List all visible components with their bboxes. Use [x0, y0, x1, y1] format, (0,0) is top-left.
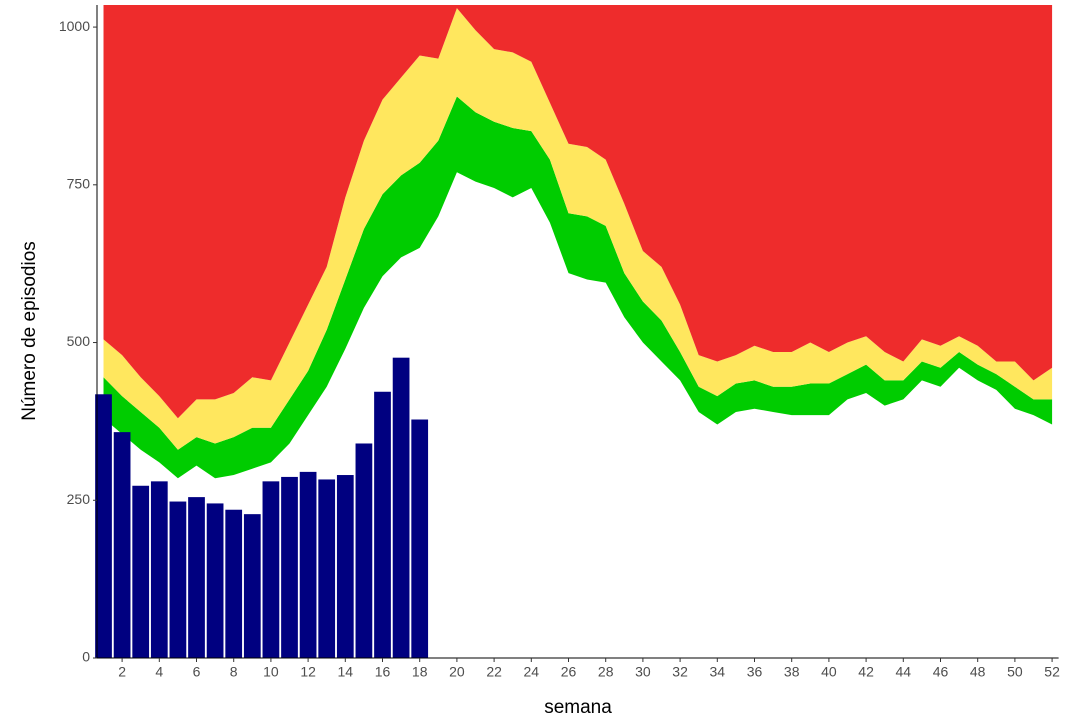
x-tick-label: 4 — [155, 664, 163, 680]
bar — [411, 419, 429, 658]
x-axis-title: semana — [544, 697, 612, 718]
x-tick-label: 12 — [300, 664, 316, 680]
y-tick-label: 1000 — [59, 18, 90, 34]
area-band — [103, 8, 1053, 450]
bar — [188, 497, 205, 658]
x-tick-label: 48 — [970, 664, 986, 680]
x-tick-label: 30 — [635, 664, 651, 680]
x-tick-label: 36 — [747, 664, 763, 680]
y-tick-label: 500 — [67, 333, 91, 349]
bar — [225, 509, 243, 658]
bar — [169, 501, 187, 658]
x-tick-label: 34 — [710, 664, 726, 680]
x-tick-label: 46 — [933, 664, 949, 680]
x-tick-label: 38 — [784, 664, 800, 680]
bar — [262, 481, 280, 658]
x-tick-label: 26 — [561, 664, 577, 680]
x-tick-label: 28 — [598, 664, 614, 680]
x-tick-label: 16 — [375, 664, 391, 680]
x-tick-label: 2 — [118, 664, 126, 680]
x-tick-label: 20 — [449, 664, 465, 680]
x-tick-label: 40 — [821, 664, 837, 680]
bar — [355, 443, 373, 658]
x-tick-label: 42 — [858, 664, 874, 680]
x-tick-label: 8 — [230, 664, 238, 680]
x-tick-label: 18 — [412, 664, 428, 680]
bar — [150, 481, 168, 658]
upper-zone — [103, 5, 1053, 419]
bar — [299, 471, 317, 658]
y-axis-title: Número de episodios — [19, 241, 40, 421]
area-band — [103, 96, 1053, 479]
bar — [95, 394, 112, 658]
x-tick-label: 10 — [263, 664, 279, 680]
bar — [132, 485, 150, 658]
x-tick-label: 6 — [193, 664, 201, 680]
y-tick-label: 0 — [82, 649, 90, 665]
x-tick-label: 32 — [672, 664, 688, 680]
bar — [318, 479, 336, 658]
bar — [243, 514, 261, 658]
y-tick-label: 250 — [67, 491, 91, 507]
x-tick-label: 52 — [1044, 664, 1060, 680]
bar — [113, 432, 131, 658]
x-tick-label: 22 — [486, 664, 502, 680]
bar — [374, 391, 391, 658]
bar — [336, 475, 354, 658]
bar — [392, 357, 410, 658]
x-tick-label: 50 — [1007, 664, 1023, 680]
x-tick-label: 44 — [896, 664, 912, 680]
bar — [206, 503, 224, 658]
x-tick-label: 14 — [338, 664, 354, 680]
y-tick-label: 750 — [67, 176, 91, 192]
x-tick-label: 24 — [524, 664, 540, 680]
bar — [281, 476, 298, 658]
